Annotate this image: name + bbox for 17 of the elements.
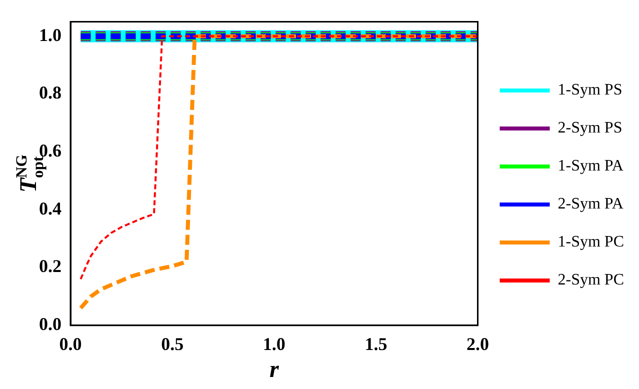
x-tick-label: 2.0 xyxy=(466,334,489,354)
legend-label: 2-Sym PS xyxy=(558,120,622,137)
x-tick-label: 0.5 xyxy=(161,334,184,354)
y-tick-label: 0.2 xyxy=(39,256,62,276)
legend-label: 2-Sym PA xyxy=(558,196,624,213)
x-tick-label: 1.5 xyxy=(364,334,388,354)
y-tick-label: 0.4 xyxy=(39,198,62,218)
legend-label: 1-Sym PA xyxy=(558,158,624,175)
legend-label: 1-Sym PS xyxy=(558,82,622,99)
legend-label: 2-Sym PC xyxy=(558,272,624,289)
y-tick-label: 1.0 xyxy=(39,24,62,45)
x-tick-label: 0.0 xyxy=(59,334,82,354)
legend-label: 1-Sym PC xyxy=(558,234,624,251)
x-tick-label: 1.0 xyxy=(262,334,286,354)
x-axis-title: r xyxy=(269,357,280,383)
y-tick-label: 0.0 xyxy=(39,314,62,334)
y-tick-label: 0.8 xyxy=(39,82,62,103)
